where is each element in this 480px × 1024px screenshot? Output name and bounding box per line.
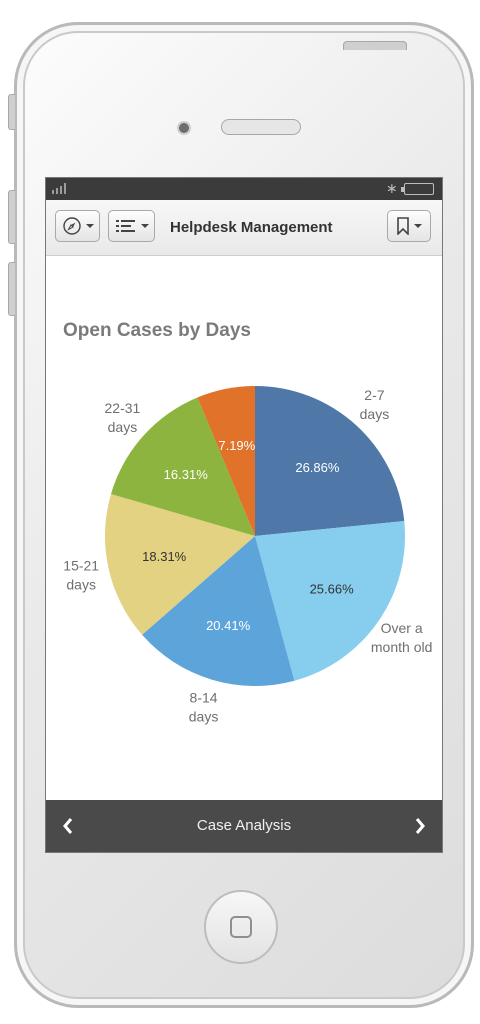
list-menu-button[interactable] xyxy=(108,210,155,242)
front-camera xyxy=(177,121,191,135)
slice-category-label: 8-14 days xyxy=(189,689,219,724)
bookmark-button[interactable] xyxy=(387,210,431,242)
list-icon xyxy=(115,220,135,232)
slice-value-label: 16.31% xyxy=(164,467,209,482)
bluetooth-icon: ∗ xyxy=(386,180,398,196)
compass-icon xyxy=(62,217,81,235)
bookmark-icon xyxy=(397,217,409,235)
pie-slice[interactable] xyxy=(255,521,405,681)
status-bar: ∗ xyxy=(46,178,442,200)
screen: ∗ Helpdesk Management xyxy=(45,177,443,853)
caret-down-icon xyxy=(414,224,422,228)
toolbar: Helpdesk Management xyxy=(46,200,442,256)
mute-switch xyxy=(8,94,15,130)
power-button xyxy=(343,41,407,50)
slice-value-label: 25.66% xyxy=(310,582,355,597)
chart-title: Open Cases by Days xyxy=(63,320,251,341)
footer-label: Case Analysis xyxy=(196,817,292,834)
slice-value-label: 7.19% xyxy=(218,438,255,453)
pie-slice[interactable] xyxy=(142,536,295,686)
bottom-nav-bar: Case Analysis xyxy=(46,800,442,852)
chevron-left-icon[interactable] xyxy=(56,814,80,838)
caret-down-icon xyxy=(85,224,94,228)
slice-category-label: 22-31 days xyxy=(105,400,141,435)
slice-value-label: 18.31% xyxy=(142,549,187,564)
slice-category-label: 15-21 days xyxy=(63,557,99,592)
slice-category-label: Over a month old xyxy=(371,620,432,655)
earpiece-speaker xyxy=(221,119,301,135)
slice-category-label: 2-7 days xyxy=(360,387,390,422)
pie-chart[interactable]: 26.86% 2-7 days 25.66% Over a month old 20.41%… xyxy=(46,368,442,728)
volume-down-button xyxy=(8,262,15,316)
signal-icon xyxy=(52,183,66,194)
volume-up-button xyxy=(8,190,15,244)
slice-value-label: 26.86% xyxy=(295,460,340,475)
chevron-right-icon[interactable] xyxy=(408,814,432,838)
compass-button[interactable] xyxy=(55,210,100,242)
slice-value-label: 20.41% xyxy=(206,618,251,633)
pie-slice[interactable] xyxy=(197,386,255,536)
pie-slice[interactable] xyxy=(111,397,256,536)
caret-down-icon xyxy=(140,224,149,228)
battery-icon xyxy=(401,183,434,195)
page-title: Helpdesk Management xyxy=(170,219,333,236)
home-button[interactable] xyxy=(204,890,278,964)
pie-slice[interactable] xyxy=(105,493,255,635)
home-button-icon xyxy=(230,916,252,938)
pie-slice[interactable] xyxy=(255,386,405,536)
